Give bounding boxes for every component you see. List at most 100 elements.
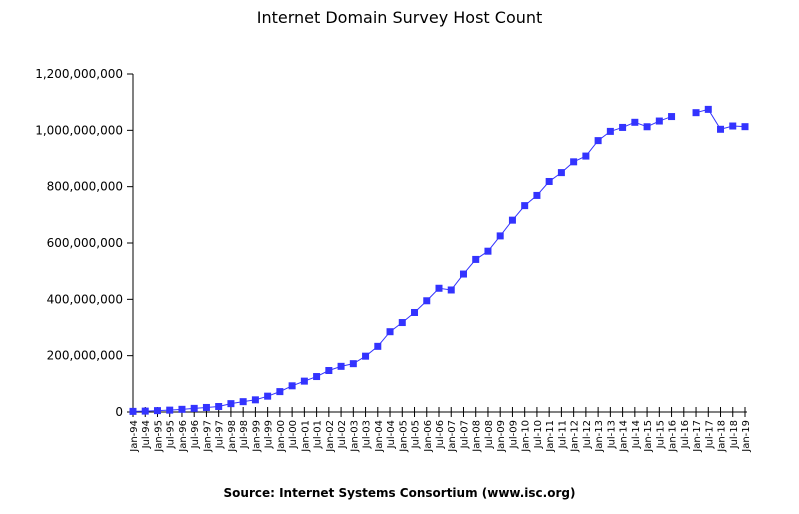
y-tick-label: 1,200,000,000 (35, 67, 123, 81)
data-point (374, 342, 382, 350)
data-point (398, 319, 406, 327)
x-tick-label: Jul-09 (508, 420, 519, 449)
x-tick-label: Jan-19 (741, 420, 752, 453)
x-tick-label: Jul-95 (166, 420, 177, 449)
data-point (704, 105, 712, 113)
data-point (459, 270, 467, 278)
data-point (557, 169, 565, 177)
x-tick-label: Jan-14 (619, 420, 630, 453)
chart-title: Internet Domain Survey Host Count (256, 8, 543, 27)
y-tick-label: 1,000,000,000 (35, 123, 123, 137)
data-point (337, 362, 345, 370)
chart-axes (132, 74, 747, 413)
data-point (386, 328, 394, 336)
data-point (508, 216, 516, 224)
x-tick-label: Jul-15 (655, 420, 666, 449)
x-tick-label: Jul-17 (704, 420, 715, 449)
x-tick-label: Jul-04 (386, 420, 397, 449)
data-point (313, 373, 321, 381)
x-tick-label: Jan-94 (129, 420, 140, 453)
x-tick-label: Jul-97 (215, 420, 226, 449)
data-point (215, 403, 223, 411)
x-tick-label: Jan-17 (692, 420, 703, 453)
y-axis-ticks: 0 200,000,000 400,000,000 600,000,000 800,00… (35, 67, 133, 419)
x-tick-label: Jan-04 (374, 420, 385, 453)
x-tick-label: Jan-02 (325, 420, 336, 453)
x-tick-label: Jul-03 (362, 420, 373, 449)
data-point (264, 392, 272, 400)
y-tick-label: 800,000,000 (47, 180, 123, 194)
data-point (300, 377, 308, 385)
data-point (447, 286, 455, 294)
x-tick-label: Jul-94 (141, 420, 152, 449)
data-point (741, 123, 749, 131)
x-tick-label: Jul-16 (680, 420, 691, 449)
x-tick-label: Jan-09 (496, 420, 507, 453)
x-tick-label: Jan-12 (570, 420, 581, 453)
data-point (729, 122, 737, 130)
data-point (496, 232, 504, 240)
x-tick-label: Jul-01 (313, 420, 324, 449)
x-tick-label: Jul-06 (435, 420, 446, 449)
data-point (423, 297, 431, 305)
data-point (227, 400, 235, 408)
series-line (132, 116, 672, 412)
x-tick-label: Jan-07 (447, 420, 458, 453)
data-point (594, 137, 602, 145)
data-point (692, 109, 700, 117)
x-tick-label: Jul-18 (729, 420, 740, 449)
data-point (545, 177, 553, 185)
data-point (276, 388, 284, 396)
x-tick-label: Jan-05 (398, 420, 409, 453)
x-tick-label: Jan-97 (202, 420, 213, 453)
x-tick-label: Jan-06 (423, 420, 434, 453)
x-tick-label: Jan-00 (276, 420, 287, 453)
data-point (435, 284, 443, 292)
x-tick-label: Jan-98 (227, 420, 238, 453)
data-point (582, 152, 590, 160)
y-tick-label: 0 (115, 405, 123, 419)
data-point (533, 191, 541, 199)
y-tick-label: 200,000,000 (47, 349, 123, 363)
x-tick-label: Jan-96 (178, 420, 189, 453)
data-point (166, 406, 174, 414)
data-point (178, 405, 186, 413)
data-point (129, 407, 137, 415)
x-tick-label: Jul-14 (631, 420, 642, 449)
x-tick-label: Jan-01 (300, 420, 311, 453)
x-axis-ticks: Jan-94 Jul-94 Jan-95 Jul-95 Jan-96 Jul-96 Jan-… (129, 407, 752, 453)
x-tick-label: Jul-11 (557, 420, 568, 449)
x-tick-label: Jan-03 (349, 420, 360, 453)
data-point (288, 382, 296, 390)
data-point (619, 123, 627, 131)
x-tick-label: Jul-10 (533, 420, 544, 449)
data-point (153, 407, 161, 415)
x-tick-label: Jul-07 (459, 420, 470, 449)
data-point (202, 403, 210, 411)
data-point (570, 158, 578, 166)
chart-source: Source: Internet Systems Consortium (www… (223, 486, 576, 500)
x-tick-label: Jul-02 (337, 420, 348, 449)
data-point (362, 352, 370, 360)
data-point (349, 360, 357, 368)
x-tick-label: Jan-99 (251, 420, 262, 453)
x-tick-label: Jan-18 (717, 420, 728, 453)
data-point (655, 117, 663, 125)
data-point (411, 308, 419, 316)
x-tick-label: Jul-08 (484, 420, 495, 449)
data-point (325, 367, 333, 375)
data-point (631, 118, 639, 126)
x-tick-label: Jan-11 (545, 420, 556, 453)
data-point (141, 407, 149, 415)
x-tick-label: Jan-95 (153, 420, 164, 453)
y-tick-label: 600,000,000 (47, 236, 123, 250)
x-tick-label: Jan-08 (472, 420, 483, 453)
x-tick-label: Jan-10 (521, 420, 532, 453)
x-tick-label: Jul-99 (264, 420, 275, 449)
data-point (668, 113, 676, 121)
x-tick-label: Jan-16 (668, 420, 679, 453)
x-tick-label: Jul-12 (582, 420, 593, 449)
y-tick-label: 400,000,000 (47, 292, 123, 306)
x-tick-label: Jul-98 (239, 420, 250, 449)
data-point (484, 247, 492, 255)
